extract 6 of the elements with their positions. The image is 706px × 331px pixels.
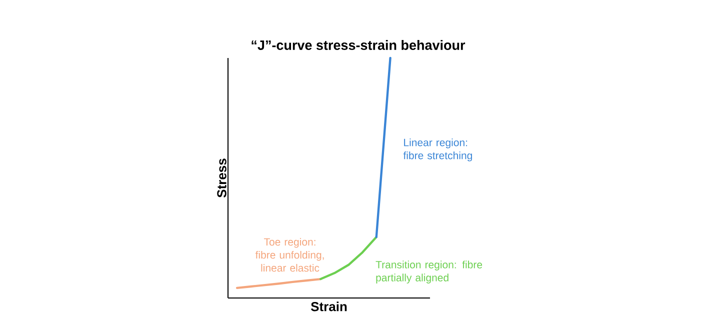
chart-title: “J”-curve stress-strain behaviour bbox=[252, 40, 466, 50]
series-label: Transition region: fibre partially aligned bbox=[376, 260, 482, 284]
y-axis-title: Stress bbox=[217, 158, 226, 198]
series-label: Linear region: fibre stretching bbox=[403, 138, 472, 162]
series-label: Toe region: fibre unfolding, linear elastic bbox=[255, 238, 324, 272]
x-axis-title: Strain bbox=[310, 302, 347, 312]
